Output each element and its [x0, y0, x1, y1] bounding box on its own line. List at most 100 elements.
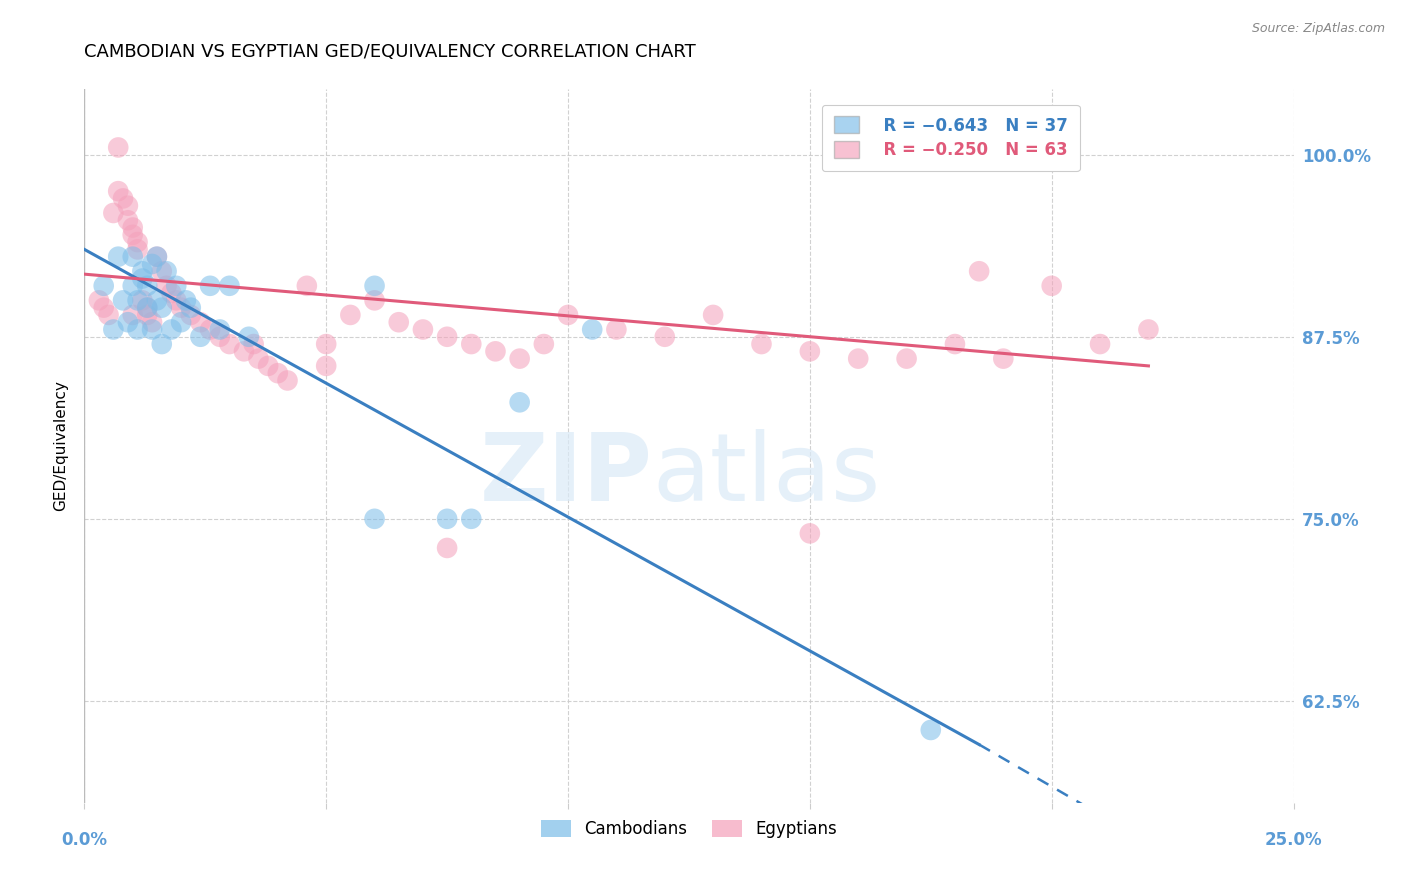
Text: atlas: atlas: [652, 428, 882, 521]
Point: [160, 286, 183, 301]
Point: [460, 337, 482, 351]
Point: [460, 512, 482, 526]
Point: [136, 278, 159, 293]
Point: [295, 278, 318, 293]
Point: [198, 278, 221, 293]
Legend: Cambodians, Egyptians: Cambodians, Egyptians: [534, 813, 844, 845]
Point: [1040, 278, 1063, 293]
Point: [131, 264, 153, 278]
Point: [107, 184, 129, 198]
Point: [363, 512, 385, 526]
Point: [141, 257, 163, 271]
Point: [112, 293, 135, 308]
Point: [509, 395, 531, 409]
Point: [363, 278, 385, 293]
Point: [1088, 337, 1111, 351]
Point: [484, 344, 506, 359]
Point: [112, 191, 135, 205]
Point: [136, 301, 159, 315]
Point: [208, 330, 231, 344]
Point: [799, 526, 821, 541]
Point: [412, 322, 434, 336]
Point: [146, 250, 169, 264]
Point: [1137, 322, 1160, 336]
Point: [267, 366, 290, 380]
Point: [509, 351, 531, 366]
Point: [170, 301, 193, 315]
Point: [208, 322, 231, 336]
Point: [97, 308, 120, 322]
Point: [150, 301, 173, 315]
Point: [190, 330, 212, 344]
Point: [242, 337, 264, 351]
Point: [121, 278, 143, 293]
Text: 25.0%: 25.0%: [1265, 831, 1322, 849]
Point: [233, 344, 256, 359]
Point: [131, 293, 153, 308]
Point: [117, 199, 139, 213]
Point: [198, 322, 221, 336]
Point: [315, 337, 337, 351]
Point: [218, 337, 240, 351]
Point: [93, 278, 115, 293]
Point: [131, 271, 153, 285]
Point: [247, 351, 270, 366]
Point: [533, 337, 555, 351]
Point: [654, 330, 676, 344]
Point: [896, 351, 918, 366]
Point: [150, 264, 173, 278]
Point: [170, 315, 193, 329]
Point: [180, 308, 202, 322]
Point: [702, 308, 724, 322]
Point: [127, 293, 149, 308]
Point: [436, 541, 458, 555]
Point: [993, 351, 1015, 366]
Point: [93, 301, 115, 315]
Y-axis label: GED/Equivalency: GED/Equivalency: [53, 381, 69, 511]
Point: [751, 337, 773, 351]
Point: [141, 315, 163, 329]
Point: [136, 308, 159, 322]
Point: [127, 235, 149, 249]
Point: [257, 359, 280, 373]
Point: [388, 315, 411, 329]
Point: [174, 293, 197, 308]
Point: [87, 293, 110, 308]
Point: [165, 278, 187, 293]
Point: [117, 315, 139, 329]
Point: [967, 264, 990, 278]
Text: 0.0%: 0.0%: [62, 831, 107, 849]
Point: [315, 359, 337, 373]
Point: [238, 330, 260, 344]
Point: [146, 293, 169, 308]
Point: [155, 278, 177, 293]
Point: [155, 264, 177, 278]
Point: [107, 250, 129, 264]
Point: [943, 337, 966, 351]
Point: [127, 243, 149, 257]
Point: [799, 344, 821, 359]
Point: [581, 322, 603, 336]
Point: [127, 322, 149, 336]
Point: [605, 322, 627, 336]
Point: [846, 351, 869, 366]
Point: [136, 301, 159, 315]
Point: [121, 250, 143, 264]
Point: [146, 250, 169, 264]
Point: [218, 278, 240, 293]
Point: [103, 322, 125, 336]
Point: [107, 140, 129, 154]
Point: [103, 206, 125, 220]
Point: [160, 322, 183, 336]
Point: [339, 308, 361, 322]
Point: [180, 301, 202, 315]
Point: [190, 315, 212, 329]
Text: ZIP: ZIP: [479, 428, 652, 521]
Point: [436, 330, 458, 344]
Text: CAMBODIAN VS EGYPTIAN GED/EQUIVALENCY CORRELATION CHART: CAMBODIAN VS EGYPTIAN GED/EQUIVALENCY CO…: [84, 43, 696, 61]
Point: [117, 213, 139, 227]
Point: [276, 374, 298, 388]
Point: [121, 227, 143, 242]
Point: [436, 512, 458, 526]
Point: [141, 322, 163, 336]
